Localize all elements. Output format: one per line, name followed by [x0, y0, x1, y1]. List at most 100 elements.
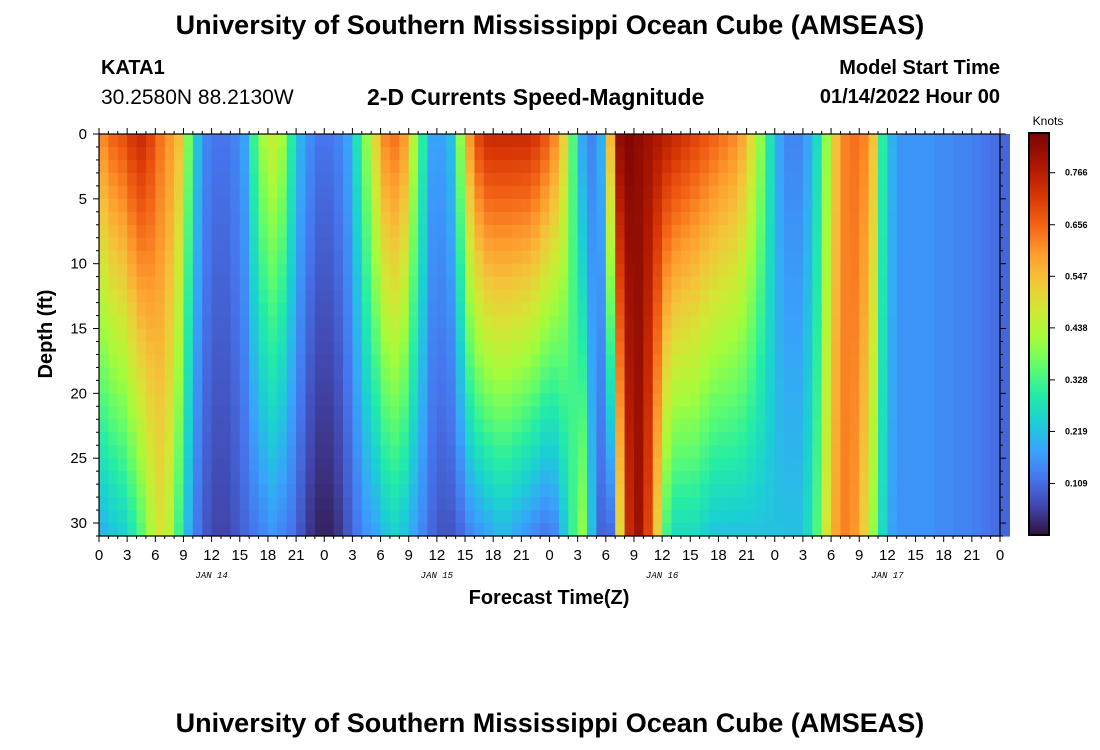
heat-cell — [127, 510, 138, 524]
heat-cell — [371, 419, 382, 433]
heat-cell — [558, 367, 569, 381]
heat-cell — [202, 134, 213, 148]
heat-cell — [877, 276, 888, 291]
heat-cell — [915, 211, 926, 226]
heat-cell — [652, 380, 663, 394]
heat-cell — [436, 484, 447, 498]
heat-cell — [849, 419, 860, 433]
heat-cell — [117, 419, 128, 433]
heat-cell — [727, 510, 738, 524]
heat-cell — [727, 523, 738, 537]
heat-cell — [399, 341, 410, 356]
heat-cell — [145, 134, 156, 148]
heat-cell — [418, 302, 429, 317]
heat-cell — [549, 172, 560, 187]
heat-cell — [249, 484, 260, 498]
heat-cell — [793, 172, 804, 187]
heat-cell — [896, 134, 907, 148]
heat-cell — [511, 263, 522, 278]
heat-cell — [164, 276, 175, 291]
heat-cell — [333, 523, 344, 537]
heat-cell — [680, 134, 691, 148]
heat-cell — [474, 419, 485, 433]
heat-cell — [605, 354, 616, 369]
heat-cell — [671, 185, 682, 200]
heat-cell — [990, 237, 1001, 252]
heat-cell — [737, 237, 748, 252]
footer-title: University of Southern Mississippi Ocean… — [175, 708, 925, 738]
heat-cell — [943, 380, 954, 394]
heat-cell — [558, 134, 569, 148]
x-tick-label: 0 — [95, 547, 103, 564]
heat-cell — [840, 328, 851, 343]
heat-cell — [915, 497, 926, 511]
heat-cell — [755, 419, 766, 433]
heat-cell — [915, 432, 926, 446]
x-tick-label: 15 — [682, 547, 699, 564]
heat-cell — [511, 328, 522, 343]
heat-cell — [155, 471, 166, 485]
heat-cell — [174, 510, 185, 524]
heat-cell — [474, 250, 485, 265]
heat-cell — [568, 367, 579, 381]
heat-cell — [117, 523, 128, 537]
heat-cell — [906, 263, 917, 278]
heat-cell — [643, 224, 654, 239]
heat-cell — [418, 419, 429, 433]
heat-cell — [418, 237, 429, 252]
heat-cell — [371, 393, 382, 407]
heat-cell — [896, 172, 907, 187]
heat-cell — [558, 302, 569, 317]
heat-cell — [465, 328, 476, 343]
heat-cell — [877, 432, 888, 446]
heat-cell — [211, 406, 222, 420]
heat-cell — [145, 146, 156, 161]
heat-cell — [821, 224, 832, 239]
heat-cell — [605, 198, 616, 213]
heat-cell — [643, 302, 654, 317]
heat-cell — [455, 289, 466, 304]
heat-cell — [793, 328, 804, 343]
colorbar-tick-label: 0.438 — [1065, 323, 1088, 333]
heat-cell — [755, 458, 766, 472]
heat-cell — [211, 380, 222, 394]
x-axis-title: Forecast Time(Z) — [469, 587, 630, 609]
heat-cell — [183, 432, 194, 446]
heat-cell — [446, 302, 457, 317]
heat-cell — [690, 458, 701, 472]
heat-cell — [662, 419, 673, 433]
heat-cell — [981, 185, 992, 200]
heat-cell — [924, 445, 935, 459]
heat-cell — [258, 198, 269, 213]
heat-cell — [314, 367, 325, 381]
heat-cell — [859, 315, 870, 330]
heat-cell — [549, 406, 560, 420]
heat-cell — [737, 341, 748, 356]
heat-cell — [840, 146, 851, 161]
heat-cell — [211, 263, 222, 278]
heat-cell — [296, 263, 307, 278]
heat-cell — [774, 289, 785, 304]
heat-cell — [436, 237, 447, 252]
heat-cell — [296, 198, 307, 213]
heat-cell — [117, 432, 128, 446]
heat-cell — [239, 393, 250, 407]
heat-cell — [183, 497, 194, 511]
heat-cell — [136, 146, 147, 161]
heat-cell — [305, 341, 316, 356]
heat-cell — [971, 445, 982, 459]
heat-cell — [662, 198, 673, 213]
heat-cell — [436, 419, 447, 433]
heat-cell — [174, 458, 185, 472]
heat-cell — [314, 237, 325, 252]
heat-cell — [493, 510, 504, 524]
heat-cell — [277, 445, 288, 459]
heat-cell — [962, 523, 973, 537]
heat-cell — [249, 134, 260, 148]
heat-cell — [652, 523, 663, 537]
x-tick-label: 18 — [935, 547, 952, 564]
heat-cell — [361, 289, 372, 304]
heat-cell — [558, 445, 569, 459]
heat-cell — [408, 315, 419, 330]
